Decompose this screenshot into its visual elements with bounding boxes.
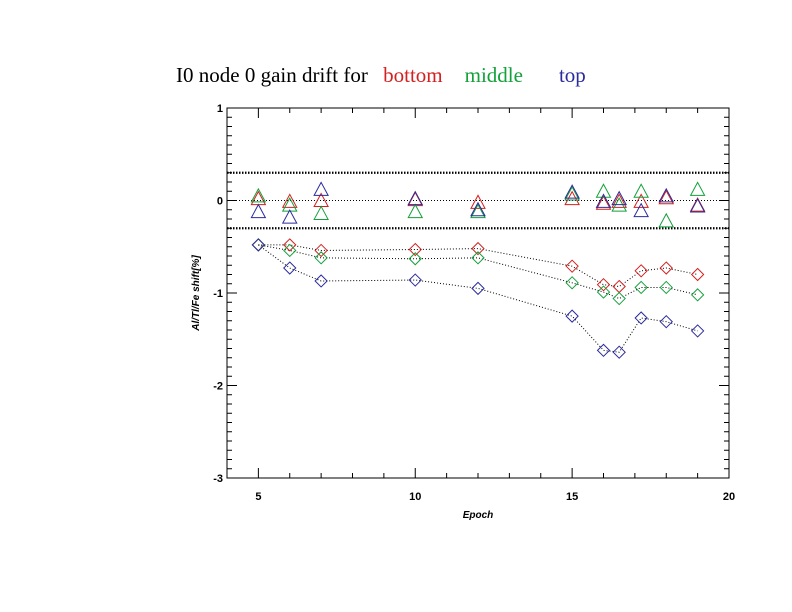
diamond-marker-middle bbox=[471, 251, 485, 265]
diamond-marker-bottom bbox=[634, 264, 648, 278]
x-tick-label: 20 bbox=[723, 491, 735, 503]
triangle-marker-bottom bbox=[611, 193, 628, 208]
plot-area-frame bbox=[226, 107, 730, 479]
diamond-marker-bottom bbox=[659, 261, 673, 275]
triangle-marker-top bbox=[595, 193, 612, 208]
x-axis-label: Epoch bbox=[463, 510, 494, 521]
triangle-marker-top bbox=[313, 181, 329, 196]
diamond-marker-top bbox=[251, 238, 266, 252]
diamond-marker-top bbox=[596, 343, 611, 358]
diamond-marker-bottom bbox=[283, 238, 297, 252]
triangle-marker-top bbox=[470, 201, 486, 217]
title-prefix: I0 node 0 gain drift for bbox=[176, 63, 368, 87]
title-word-top: top bbox=[559, 63, 586, 87]
reference-lines bbox=[227, 171, 729, 230]
triangle-marker-top bbox=[564, 184, 580, 199]
connector-line-bottom bbox=[258, 244, 698, 288]
triangle-marker-top bbox=[611, 190, 628, 206]
triangle-marker-top bbox=[281, 209, 298, 224]
x-tick-label: 5 bbox=[255, 491, 261, 503]
chart-title: I0 node 0 gain drift for bottom middle top bbox=[176, 63, 586, 87]
triangle-marker-middle bbox=[689, 181, 706, 196]
x-tick-label: 15 bbox=[566, 491, 578, 503]
diamond-marker-top bbox=[690, 324, 705, 338]
data-markers bbox=[250, 181, 706, 359]
triangle-marker-middle bbox=[564, 185, 580, 201]
triangle-marker-top bbox=[407, 190, 424, 206]
y-axis-label: Al/Tl/Fe shift[%] bbox=[191, 255, 202, 332]
triangle-marker-bottom bbox=[633, 193, 649, 208]
diamond-marker-top bbox=[283, 261, 297, 275]
diamond-marker-top bbox=[612, 345, 626, 359]
diamond-marker-bottom bbox=[690, 267, 705, 282]
diamond-marker-bottom bbox=[471, 241, 485, 256]
title-word-bottom: bottom bbox=[383, 63, 443, 87]
title-word-middle: middle bbox=[465, 63, 523, 87]
diamond-marker-middle bbox=[690, 288, 705, 302]
diamond-marker-middle bbox=[565, 276, 579, 290]
triangle-marker-middle bbox=[633, 183, 649, 198]
diamond-marker-bottom bbox=[408, 242, 422, 257]
triangle-marker-middle bbox=[658, 212, 675, 228]
triangle-marker-top bbox=[658, 187, 675, 203]
connector-line-middle bbox=[258, 244, 698, 300]
diamond-marker-top bbox=[408, 273, 422, 287]
diamond-marker-middle bbox=[283, 243, 297, 258]
diamond-marker-bottom bbox=[596, 277, 611, 292]
axis-ticks bbox=[226, 107, 730, 479]
diamond-marker-top bbox=[314, 274, 328, 288]
diamond-marker-bottom bbox=[565, 259, 579, 273]
diamond-marker-middle bbox=[596, 285, 611, 299]
y-tick-label: 0 bbox=[217, 196, 223, 208]
y-tick-label: -2 bbox=[213, 381, 223, 393]
diamond-marker-middle bbox=[634, 280, 648, 295]
triangle-marker-top bbox=[633, 202, 649, 218]
triangle-marker-middle bbox=[313, 205, 329, 220]
diamond-marker-middle bbox=[612, 291, 626, 306]
diamond-marker-middle bbox=[408, 252, 422, 266]
y-tick-label: 1 bbox=[217, 103, 223, 115]
triangle-marker-middle bbox=[250, 187, 267, 203]
diamond-marker-top bbox=[471, 281, 485, 296]
diamond-marker-middle bbox=[314, 251, 328, 265]
triangle-marker-bottom bbox=[658, 189, 675, 205]
series-connectors bbox=[258, 244, 698, 353]
triangle-marker-bottom bbox=[595, 195, 612, 210]
diamond-marker-middle bbox=[659, 280, 673, 295]
diamond-marker-top bbox=[659, 314, 673, 329]
triangle-marker-middle bbox=[595, 183, 612, 198]
triangle-marker-top bbox=[250, 203, 267, 219]
triangle-marker-top bbox=[689, 197, 706, 213]
triangle-marker-middle bbox=[470, 203, 486, 219]
diamond-marker-top bbox=[634, 311, 648, 325]
triangle-marker-bottom bbox=[281, 193, 298, 208]
triangle-marker-middle bbox=[407, 203, 424, 219]
x-tick-label: 10 bbox=[409, 491, 421, 503]
diamond-marker-top bbox=[565, 309, 579, 323]
diamond-marker-bottom bbox=[314, 243, 328, 258]
triangle-marker-bottom bbox=[470, 194, 486, 209]
y-tick-label: -3 bbox=[213, 473, 223, 485]
y-tick-label: -1 bbox=[213, 288, 223, 300]
